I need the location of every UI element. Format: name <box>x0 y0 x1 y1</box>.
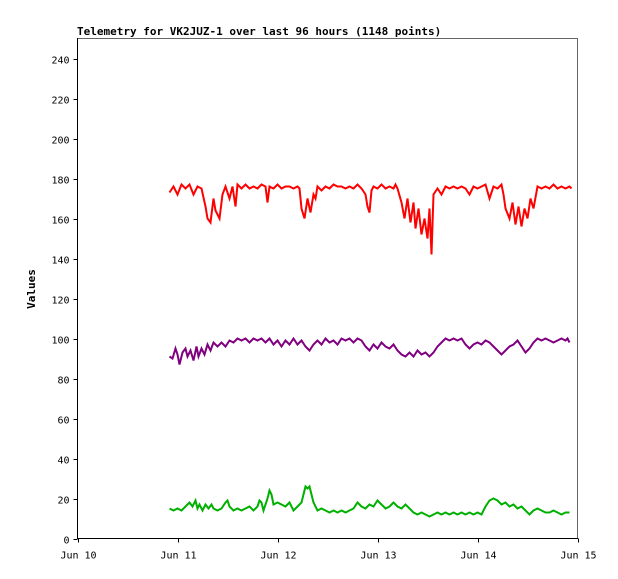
y-tick-label: 100 <box>51 336 69 347</box>
x-tick-label: Jun 13 <box>360 551 396 562</box>
x-tick-label: Jun 12 <box>260 551 296 562</box>
y-tick-label: 120 <box>51 296 69 307</box>
series-group <box>168 182 573 518</box>
x-tick-label: Jun 14 <box>460 551 496 562</box>
y-tick-label: 0 <box>63 536 69 547</box>
y-tick-label: 160 <box>51 216 69 227</box>
series-line-1 <box>168 336 571 365</box>
y-tick-label: 60 <box>57 416 69 427</box>
y-tick-label: 80 <box>57 376 69 387</box>
x-tick-label: Jun 15 <box>560 551 596 562</box>
plot-area <box>77 38 578 539</box>
y-axis-ticks: 0 20 40 60 80 100 120 140 160 180 200 220 240 <box>51 56 78 547</box>
y-tick-label: 40 <box>57 456 69 467</box>
series-line-0 <box>168 182 573 255</box>
y-tick-label: 240 <box>51 56 69 67</box>
y-axis-label: Values <box>25 269 38 309</box>
y-tick-label: 200 <box>51 136 69 147</box>
y-tick-label: 140 <box>51 256 69 267</box>
chart-title: Telemetry for VK2JUZ-1 over last 96 hour… <box>77 25 441 38</box>
x-axis-ticks: Jun 10 Jun 11 Jun 12 Jun 13 Jun 14 Jun 15 <box>60 538 597 562</box>
y-tick-label: 20 <box>57 496 69 507</box>
y-tick-label: 220 <box>51 96 69 107</box>
x-tick-label: Jun 11 <box>160 551 196 562</box>
series-line-2 <box>169 484 570 518</box>
x-tick-label: Jun 10 <box>60 551 96 562</box>
y-tick-label: 180 <box>51 176 69 187</box>
